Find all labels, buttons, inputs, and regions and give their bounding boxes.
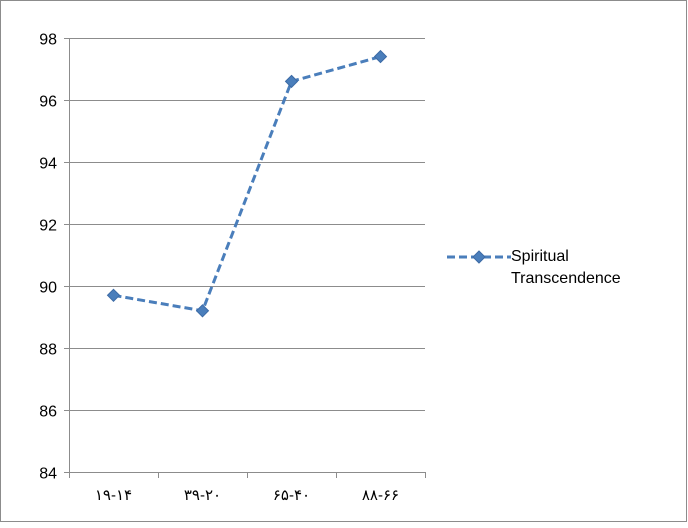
data-point-marker bbox=[195, 304, 210, 318]
x-tick-label: ۸۸-۶۶ bbox=[362, 487, 399, 504]
y-tick-label: 90 bbox=[39, 280, 57, 297]
y-tick-label: 96 bbox=[39, 94, 57, 111]
y-tick-label: 88 bbox=[39, 342, 57, 359]
legend bbox=[447, 250, 511, 264]
data-point-marker bbox=[373, 49, 388, 64]
axes bbox=[69, 38, 426, 478]
x-tick-label: ۶۵-۴۰ bbox=[273, 487, 310, 504]
x-tick-label: ۱۹-۱۴ bbox=[95, 487, 132, 504]
x-tick-labels: ۱۹-۱۴ ۳۹-۲۰ ۶۵-۴۰ ۸۸-۶۶ bbox=[95, 487, 399, 504]
x-tick-label: ۳۹-۲۰ bbox=[184, 487, 221, 504]
data-point-marker bbox=[106, 288, 121, 303]
y-tick-label: 92 bbox=[39, 218, 57, 235]
legend-marker-diamond bbox=[472, 250, 486, 264]
y-tick-label: 84 bbox=[39, 466, 57, 483]
legend-label: Spiritual Transcendence bbox=[511, 246, 621, 290]
y-tick-label: 94 bbox=[39, 156, 57, 173]
legend-label-line-2: Transcendence bbox=[511, 270, 621, 287]
data-point-marker bbox=[284, 74, 299, 89]
legend-label-line-1: Spiritual bbox=[511, 248, 569, 265]
y-tick-label: 98 bbox=[39, 32, 57, 49]
series bbox=[106, 49, 388, 318]
y-tick-label: 86 bbox=[39, 404, 57, 421]
y-tick-labels: 84 86 88 90 92 94 96 98 bbox=[39, 32, 57, 483]
gridlines bbox=[64, 38, 425, 473]
